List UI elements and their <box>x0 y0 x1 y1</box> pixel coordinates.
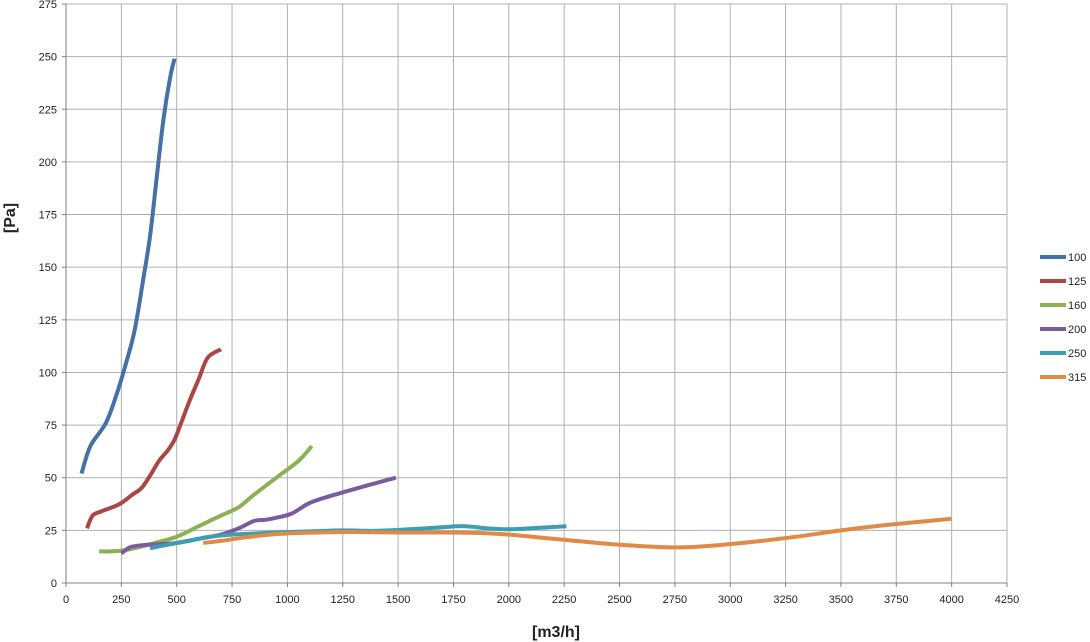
y-tick-label: 200 <box>39 157 57 169</box>
x-tick-label: 3250 <box>773 594 797 606</box>
y-tick-label: 75 <box>45 420 57 432</box>
legend-label-125: 125 <box>1068 276 1086 288</box>
legend-label-315: 315 <box>1068 372 1086 384</box>
x-tick-label: 2250 <box>552 594 576 606</box>
series-line-200 <box>120 475 397 556</box>
series-line-100 <box>79 58 177 475</box>
grid <box>66 3 1008 583</box>
x-tick-label: 1500 <box>386 594 410 606</box>
y-tick-label: 150 <box>39 262 57 274</box>
y-tick-label: 175 <box>39 210 57 222</box>
x-tick-label: 2500 <box>607 594 631 606</box>
y-tick-label: 225 <box>39 104 57 116</box>
legend-label-250: 250 <box>1068 348 1086 360</box>
x-tick-label: 2000 <box>497 594 521 606</box>
x-tick-label: 750 <box>223 594 241 606</box>
x-tick-label: 0 <box>63 594 69 606</box>
y-tick-label: 50 <box>45 473 57 485</box>
x-tick-label: 500 <box>168 594 186 606</box>
y-tick-label: 250 <box>39 52 57 64</box>
y-tick-label: 100 <box>39 367 57 379</box>
x-tick-label: 4000 <box>939 594 963 606</box>
x-tick-label: 3000 <box>718 594 742 606</box>
legend: 100 125 160 200 250 315 <box>1040 252 1086 384</box>
x-tick-label: 1000 <box>275 594 299 606</box>
legend-label-100: 100 <box>1068 252 1086 264</box>
y-tick-label: 275 <box>39 0 57 11</box>
y-tick-label: 125 <box>39 315 57 327</box>
series-line-125 <box>85 347 223 530</box>
x-tick-label: 2750 <box>663 594 687 606</box>
x-tick-label: 1750 <box>441 594 465 606</box>
y-tick-label: 25 <box>45 525 57 537</box>
series-lines <box>79 58 952 556</box>
series-line-315 <box>203 516 952 550</box>
y-tick-label: 0 <box>51 578 57 590</box>
x-tick-label: 3500 <box>829 594 853 606</box>
x-axis-title: [m3/h] <box>532 624 580 641</box>
x-tick-label: 4250 <box>995 594 1019 606</box>
legend-label-200: 200 <box>1068 324 1086 336</box>
legend-label-160: 160 <box>1068 300 1086 312</box>
y-axis-title: [Pa] <box>2 203 19 233</box>
x-tick-label: 1250 <box>331 594 355 606</box>
x-tick-label: 3750 <box>884 594 908 606</box>
axes: 0 250 500 750 1000 1250 1500 1750 2000 2250 2500 27… <box>39 0 1020 606</box>
x-tick-label: 250 <box>112 594 130 606</box>
series-line-250 <box>149 524 567 551</box>
